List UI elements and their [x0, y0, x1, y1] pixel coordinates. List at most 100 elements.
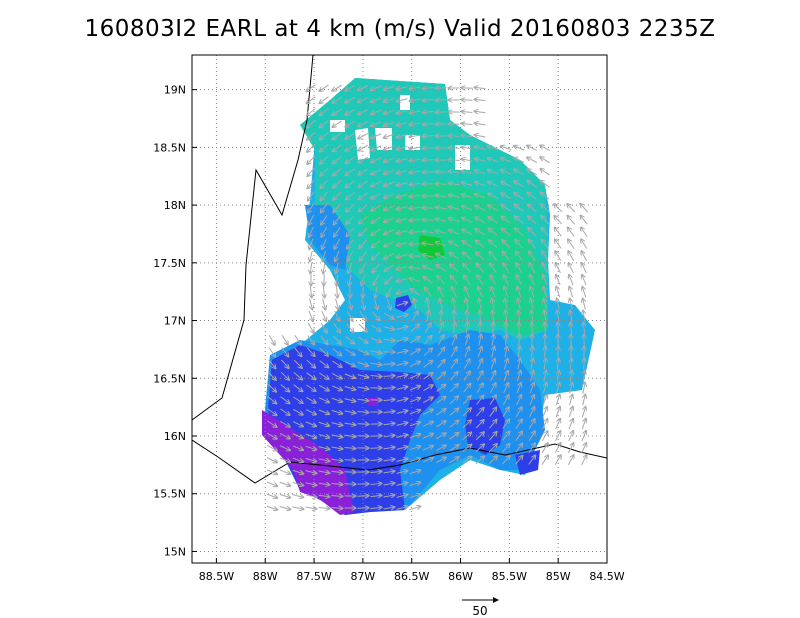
wind-vector [359, 239, 368, 248]
wind-vector [308, 191, 315, 201]
wind-vector [310, 298, 313, 310]
wind-vector [449, 136, 460, 137]
wind-vector [581, 431, 586, 442]
wind-vector [396, 327, 408, 330]
wind-vector [517, 275, 522, 286]
x-tick-label: 87.5W [296, 570, 331, 583]
wind-vector [557, 299, 560, 310]
wind-vector [462, 159, 473, 161]
wind-vector [449, 148, 460, 149]
wind-vector [488, 158, 499, 163]
wind-vector [541, 181, 550, 188]
wind-vector [370, 460, 382, 461]
wind-vector [583, 299, 586, 310]
wind-vector [422, 397, 433, 404]
wind-vector [332, 335, 341, 344]
wind-vector [453, 323, 455, 334]
wind-vector [475, 87, 486, 88]
wind-vector [345, 156, 355, 163]
wind-vector [383, 471, 395, 473]
wind-vector [384, 169, 395, 174]
wind-vector [409, 446, 420, 451]
y-tick-label: 16N [164, 430, 186, 443]
wind-vector [359, 216, 368, 224]
wind-vector [384, 109, 395, 113]
wind-vector [488, 146, 499, 151]
wind-vector [570, 359, 571, 370]
wind-vector [332, 348, 342, 356]
wind-vector [435, 457, 446, 464]
wind-vector [554, 443, 560, 454]
wind-vector [516, 395, 522, 406]
wind-vector [515, 419, 522, 429]
wind-vector [583, 383, 585, 394]
wind-vector [294, 335, 301, 344]
wind-vector [383, 387, 395, 388]
wind-vector [422, 422, 433, 427]
wind-vector [528, 228, 537, 237]
wind-vector [476, 252, 485, 261]
wind-vector [361, 274, 366, 286]
wind-vector [267, 396, 277, 404]
coastline [192, 55, 607, 484]
wind-vector [279, 420, 290, 427]
wind-vector [518, 311, 519, 322]
wind-vector [409, 482, 420, 487]
wind-vector [501, 158, 512, 163]
wind-vector [437, 335, 443, 346]
wind-vector [436, 231, 447, 234]
wind-vector [462, 218, 473, 223]
wind-vector [436, 195, 447, 196]
wind-vector [453, 299, 456, 310]
wind-vector [334, 238, 341, 249]
wind-vector [568, 419, 573, 430]
wind-vector [449, 183, 460, 185]
x-tick-label: 86.5W [394, 570, 429, 583]
wind-vector [476, 241, 485, 248]
wind-vector [279, 445, 290, 451]
wind-vector [541, 228, 549, 237]
wind-vector [268, 359, 276, 369]
wind-vector [489, 383, 495, 394]
x-tick-label: 87W [350, 570, 375, 583]
wind-vector [267, 432, 276, 439]
wind-vector [410, 171, 421, 173]
wind-vector [331, 496, 343, 497]
wind-vector [518, 347, 520, 358]
wind-vector [371, 145, 382, 150]
wind-vector [371, 324, 380, 331]
wind-vector [358, 121, 369, 127]
wind-vector [515, 205, 524, 212]
wind-vector [567, 216, 575, 225]
wind-vector [310, 286, 311, 298]
wind-vector [307, 167, 316, 176]
wind-vector [436, 219, 447, 221]
wind-vector [375, 286, 377, 298]
wind-vector [280, 384, 289, 391]
wind-vector [319, 372, 328, 379]
wind-vector [305, 396, 316, 402]
y-tick-label: 18.5N [153, 141, 186, 154]
wind-vector [372, 263, 380, 272]
wind-vector [396, 363, 408, 366]
wind-vector [309, 226, 314, 237]
wind-vector [334, 310, 340, 321]
wind-vector [410, 183, 421, 184]
wind-vector [331, 447, 343, 449]
wind-vector [397, 123, 408, 126]
wind-vector [449, 384, 458, 393]
wind-vector [503, 252, 510, 261]
wind-vector [384, 145, 395, 150]
wind-vector [293, 384, 303, 392]
wind-vector [410, 220, 421, 221]
wind-vector [557, 311, 559, 322]
wind-vector [480, 323, 481, 334]
wind-vector [318, 433, 330, 437]
wind-vector [466, 335, 469, 346]
wind-vector [514, 169, 525, 175]
wind-vector [568, 407, 573, 418]
wind-vector [502, 395, 508, 406]
wind-vector [423, 148, 434, 149]
wind-vector [423, 99, 434, 100]
wind-vector [488, 194, 499, 199]
